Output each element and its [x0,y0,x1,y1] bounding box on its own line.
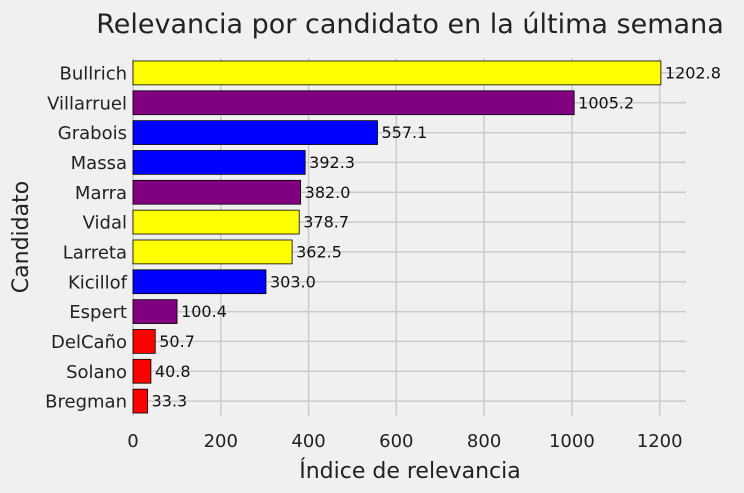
category-label: Solano [66,362,127,383]
x-tick-label: 200 [204,431,238,452]
x-tick-label: 400 [291,431,325,452]
category-label: DelCaño [51,332,127,353]
bar-massa [132,150,306,175]
x-tick-labels: 0 200 400 600 800 1000 1200 [127,431,682,452]
category-labels: Bullrich Villarruel Grabois Massa Marra Vidal… [45,63,127,412]
value-label: 100.4 [181,302,227,321]
y-axis-label: Candidato [9,181,34,293]
category-label: Bregman [45,392,127,413]
bar-kicillof [132,269,267,295]
x-tick-label: 1000 [549,431,595,452]
value-label: 303.0 [270,272,316,291]
value-label: 1005.2 [578,93,634,112]
x-tick-label: 600 [379,431,413,452]
value-label: 392.3 [309,153,355,172]
category-label: Espert [69,302,127,323]
bar-solano [132,358,152,384]
category-label: Villarruel [47,93,127,114]
category-label: Grabois [58,123,127,144]
value-labels: 1202.8 1005.2 557.1 392.3 382.0 378.7 362.5 303… [152,63,721,410]
chart-title: Relevancia por candidato en la última se… [96,9,724,40]
bar-larreta [132,239,293,265]
value-label: 33.3 [152,392,188,411]
category-label: Kicillof [68,272,128,293]
category-label: Vidal [83,213,127,234]
category-label: Marra [75,183,127,204]
value-label: 378.7 [303,213,349,232]
bar-delcaño [132,329,156,354]
x-gridlines [132,58,661,416]
bar-bregman [132,388,149,414]
category-label: Massa [71,153,127,174]
value-label: 50.7 [159,332,195,351]
value-label: 382.0 [305,183,351,202]
category-label: Larreta [63,242,127,263]
value-label: 362.5 [296,242,342,261]
bars [132,60,662,414]
bar-bullrich [132,60,662,86]
x-tick-label: 1200 [637,431,683,452]
x-tick-label: 800 [467,431,501,452]
bar-villarruel [132,90,575,116]
value-label: 557.1 [382,123,428,142]
bar-vidal [132,209,300,235]
category-label: Bullrich [60,63,127,84]
value-label: 1202.8 [665,63,721,82]
value-label: 40.8 [155,362,191,381]
x-tick-label: 0 [127,431,138,452]
bar-espert [132,299,178,324]
bar-grabois [132,120,378,145]
x-axis-label: Índice de relevancia [299,458,521,484]
bar-marra [132,179,302,205]
